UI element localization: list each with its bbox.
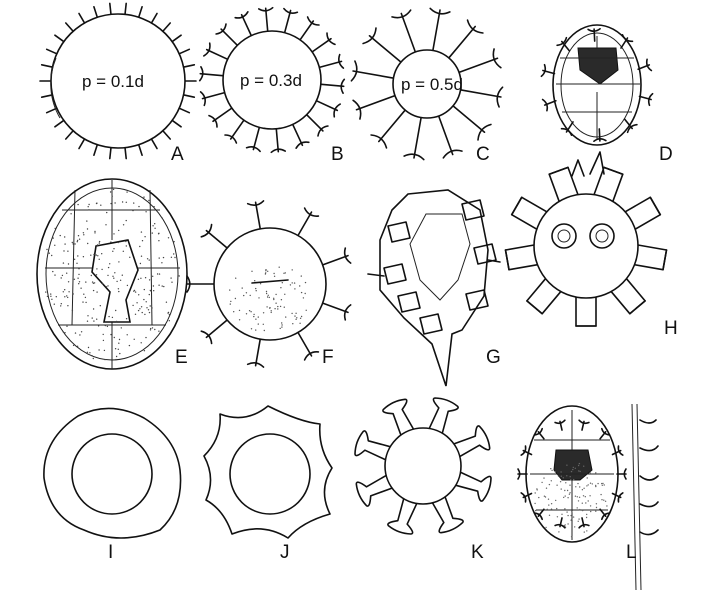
figure-i-label: I	[108, 542, 113, 563]
figure-c-drawing	[350, 7, 504, 161]
figure-j-label: J	[280, 542, 290, 563]
figure-l-label: L	[626, 542, 637, 563]
figure-e-label: E	[175, 347, 188, 368]
figure-c-annotation: p = 0.5d	[401, 75, 463, 94]
figure-h-label: H	[664, 318, 678, 339]
figure-g-label: G	[486, 347, 501, 368]
figure-g-drawing	[367, 189, 501, 387]
figure-a-annotation: p = 0.1d	[82, 72, 144, 91]
figure-k-drawing	[354, 397, 492, 535]
figure-i-drawing	[43, 407, 182, 539]
figure-j-drawing	[203, 405, 333, 539]
figure-f-drawing	[186, 200, 352, 368]
figure-e-drawing	[36, 178, 188, 370]
figure-b-annotation: p = 0.3d	[240, 71, 302, 90]
figure-b-drawing	[198, 6, 346, 154]
figure-a-label: A	[171, 144, 184, 165]
figure-a-drawing	[39, 2, 197, 160]
figure-b-label: B	[331, 144, 344, 165]
figure-h-drawing	[504, 151, 668, 327]
figure-f-label: F	[322, 347, 334, 368]
figure-c-label: C	[476, 144, 490, 165]
figure-l-drawing	[517, 403, 659, 591]
figure-d-drawing	[540, 24, 654, 146]
figure-k-label: K	[471, 542, 484, 563]
figure-d-label: D	[659, 144, 673, 165]
